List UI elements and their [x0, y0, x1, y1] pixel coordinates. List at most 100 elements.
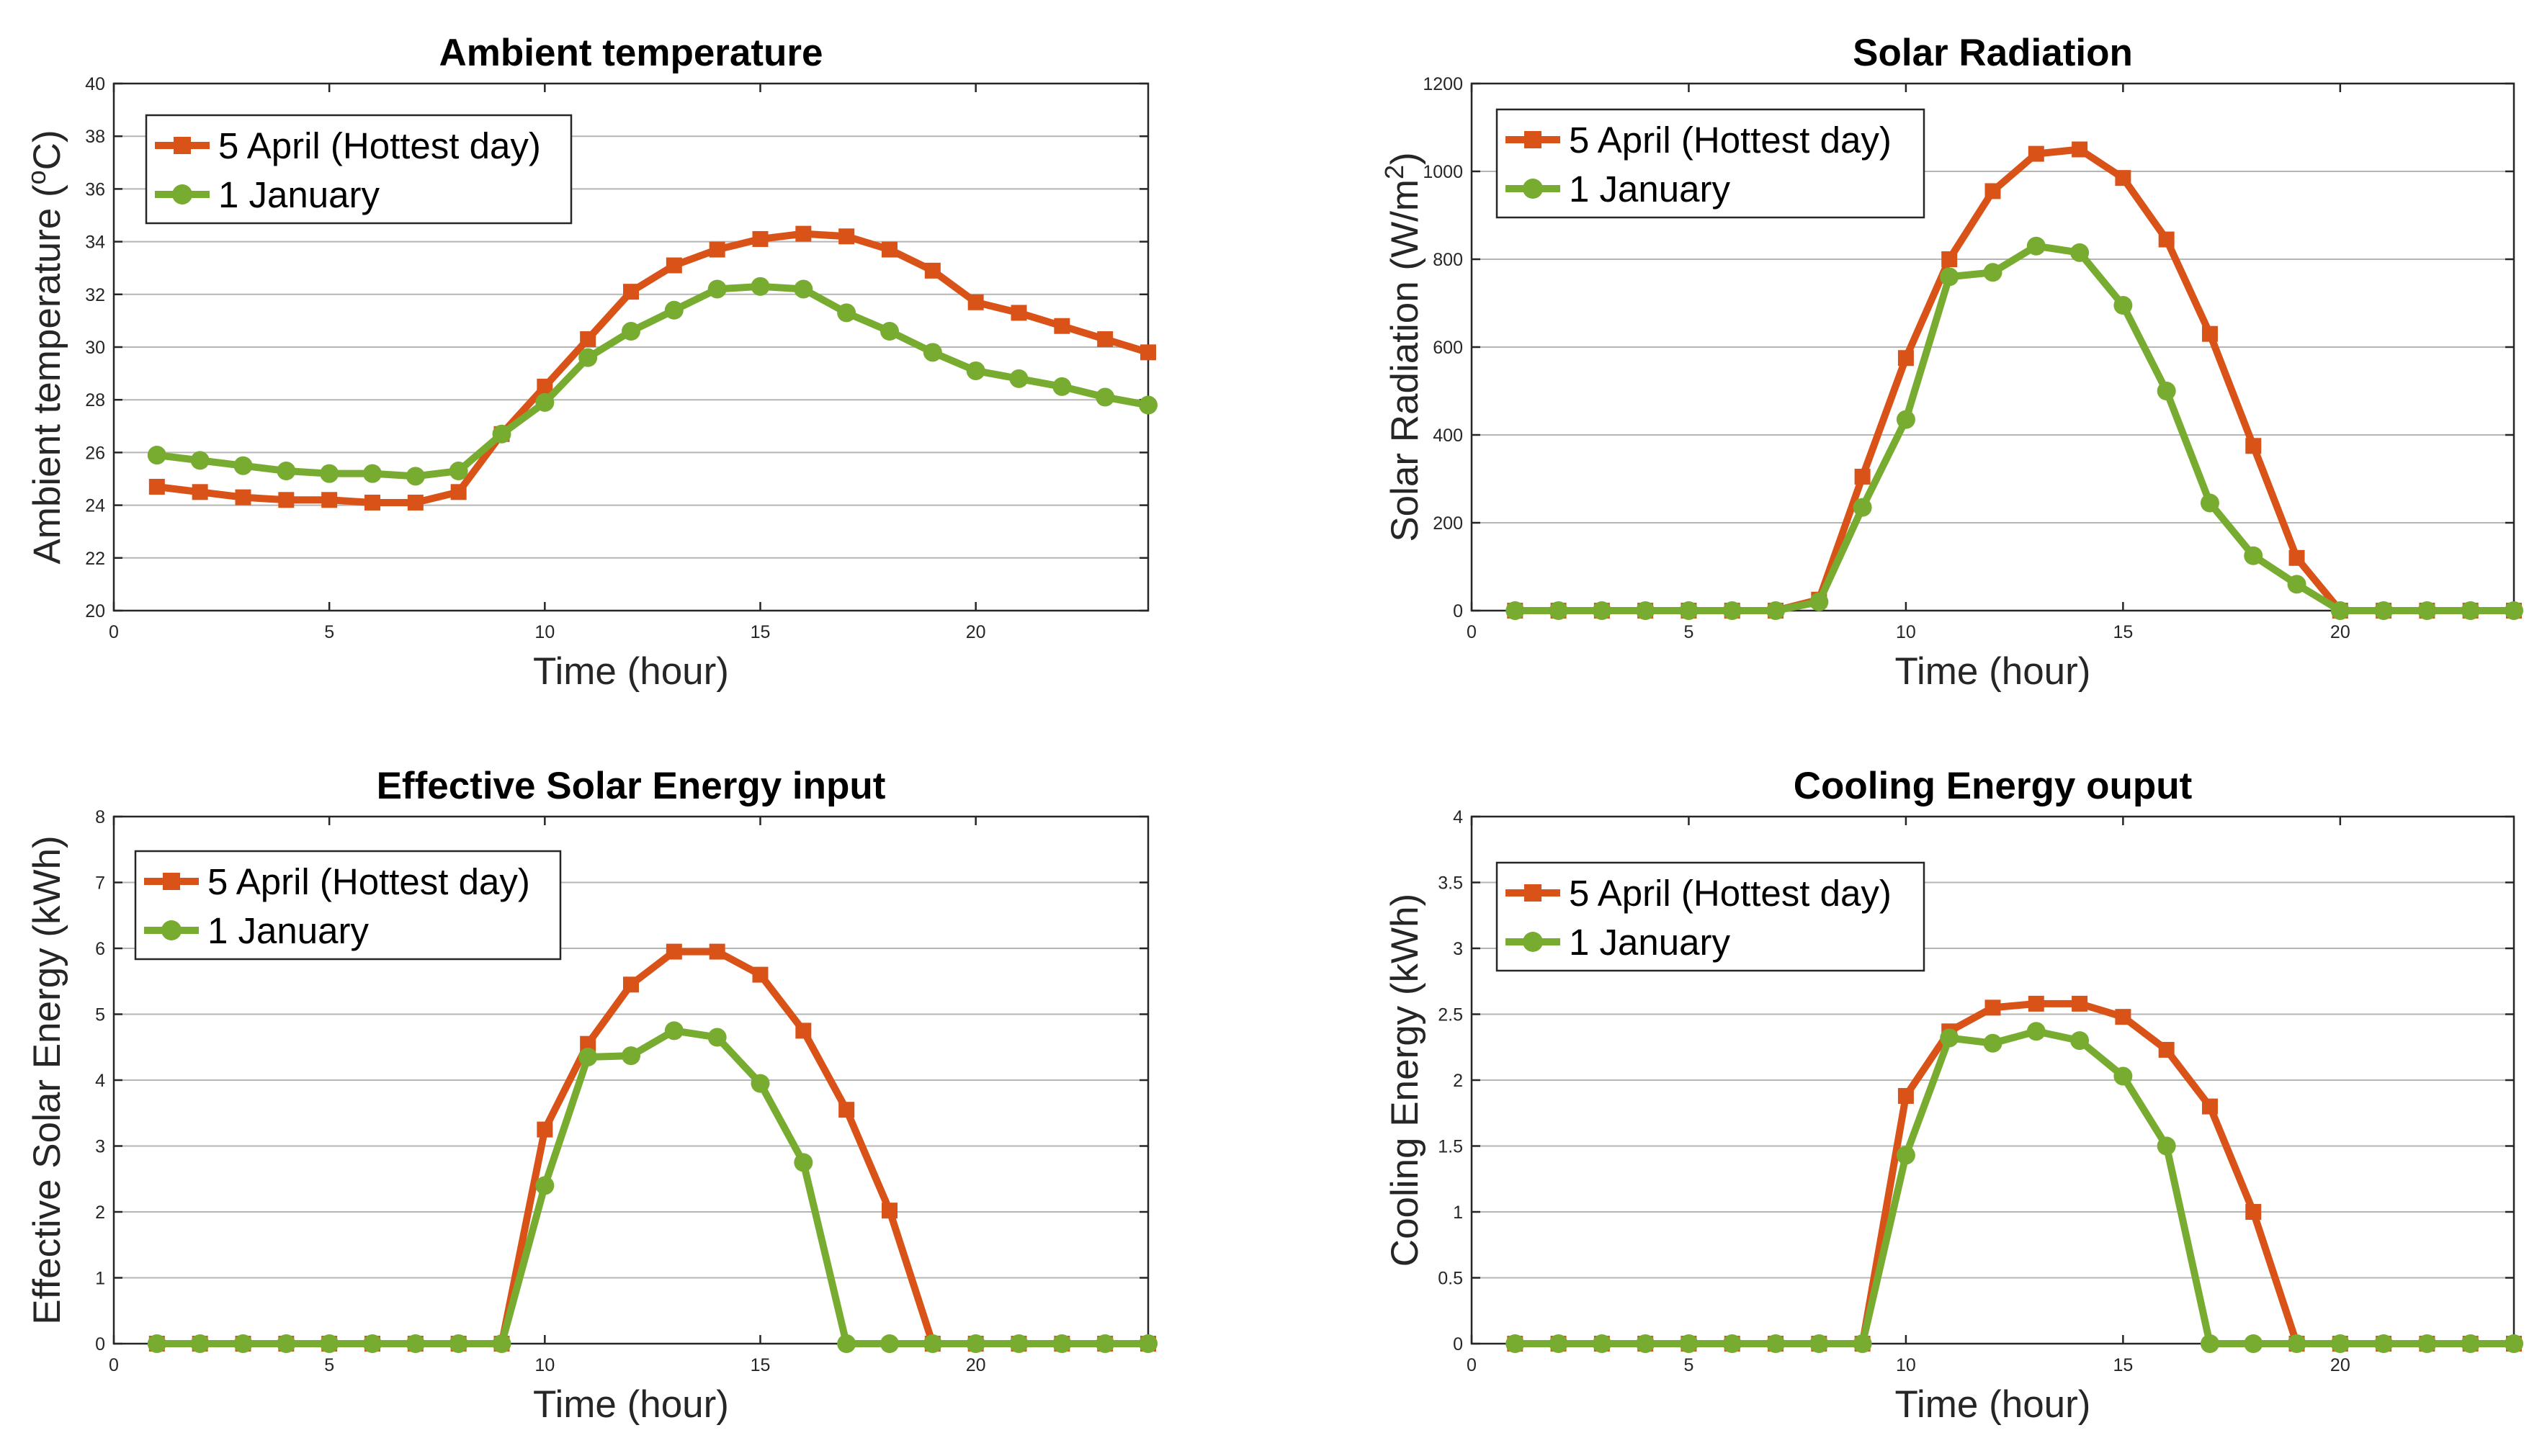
data-point-circle	[2244, 1334, 2263, 1353]
data-point-square	[2288, 549, 2305, 566]
x-tick-label: 0	[1467, 622, 1477, 642]
data-point-circle	[622, 322, 640, 341]
y-tick-label: 32	[85, 285, 105, 305]
data-point-square	[2245, 1204, 2262, 1220]
legend-box	[1495, 861, 1925, 972]
data-point-circle	[1722, 601, 1742, 620]
data-point-circle	[147, 1334, 166, 1353]
data-point-circle	[1896, 1146, 1915, 1165]
data-point-circle	[449, 1334, 468, 1353]
data-point-square	[2028, 145, 2044, 162]
data-point-circle	[320, 464, 339, 483]
data-point-circle	[923, 1334, 942, 1353]
x-tick-label: 15	[751, 622, 771, 642]
data-point-circle	[1853, 498, 1872, 517]
data-point-circle	[1896, 410, 1915, 429]
data-point-circle	[751, 1074, 770, 1093]
data-point-square	[838, 228, 855, 245]
data-point-circle	[2330, 601, 2350, 620]
data-point-square	[1011, 305, 1027, 321]
data-point-square	[1854, 468, 1871, 485]
legend-label: 5 April (Hottest day)	[1569, 120, 1892, 161]
chart-panel-1: 20 22 24 26 28 30 32 34 36 38 40 0 5 10 15 20 Ambient te…	[22, 32, 1158, 693]
data-point-circle	[2461, 1334, 2480, 1353]
data-point-circle	[1549, 1334, 1568, 1353]
data-point-circle	[1505, 601, 1525, 620]
x-tick-label: 10	[534, 622, 555, 642]
data-point-circle	[2461, 601, 2480, 620]
data-point-circle	[1679, 601, 1699, 620]
data-point-circle	[2070, 243, 2090, 262]
data-point-square	[407, 494, 424, 511]
chart-title: Ambient temperature	[439, 32, 823, 74]
data-point-square	[1897, 1087, 1914, 1104]
data-point-circle	[190, 451, 210, 470]
data-point-square	[623, 976, 639, 993]
series-january	[147, 1021, 1158, 1353]
data-point-square	[450, 484, 467, 500]
series-january	[1505, 236, 2523, 620]
data-point-circle	[492, 424, 511, 444]
x-tick-label: 5	[324, 622, 334, 642]
y-tick-label: 38	[85, 127, 105, 147]
data-point-circle	[190, 1334, 210, 1353]
y-axis-label: Solar Radiation (W/m2)	[1379, 152, 1426, 541]
data-point-circle	[2417, 601, 2437, 620]
y-tick-label: 0.5	[1438, 1269, 1463, 1289]
data-point-circle	[1139, 1334, 1158, 1353]
x-axis-label: Time (hour)	[1895, 1383, 2091, 1426]
data-point-square	[364, 494, 380, 511]
data-point-square	[666, 257, 682, 274]
data-point-circle	[2287, 575, 2306, 594]
chart-title: Cooling Energy ouput	[1794, 765, 2193, 807]
x-tick-label: 10	[1896, 1355, 1916, 1375]
series-january	[1505, 1022, 2523, 1353]
data-point-square	[2201, 1098, 2218, 1115]
data-point-square	[580, 1035, 596, 1052]
data-point-circle	[1983, 1033, 2002, 1053]
y-tick-label: 40	[85, 74, 105, 94]
legend-marker-square	[163, 873, 180, 890]
y-tick-label: 3.5	[1438, 873, 1463, 894]
chart-title: Effective Solar Energy input	[377, 765, 886, 807]
y-tick-label: 4	[95, 1071, 105, 1091]
data-point-circle	[2200, 1334, 2219, 1353]
x-tick-label: 5	[324, 1355, 334, 1375]
data-point-circle	[664, 300, 684, 320]
y-tick-label: 400	[1433, 426, 1463, 446]
data-point-square	[882, 241, 898, 258]
data-point-circle	[2287, 1334, 2306, 1353]
data-point-square	[2028, 995, 2044, 1012]
data-point-circle	[2417, 1334, 2437, 1353]
y-axis-label: Effective Solar Energy (kWh)	[26, 835, 68, 1324]
data-point-square	[148, 478, 165, 495]
y-tick-label: 1.5	[1438, 1137, 1463, 1157]
data-point-square	[278, 492, 295, 508]
legend-box	[145, 114, 573, 225]
data-point-circle	[233, 456, 253, 475]
data-point-square	[321, 492, 338, 508]
x-tick-label: 20	[2330, 622, 2350, 642]
chart-panel-4: 0 0.5 1 1.5 2 2.5 3 3.5 4 0 5 10 15 20 Cooling Energy …	[1384, 765, 2523, 1426]
legend-label: 5 April (Hottest day)	[1569, 873, 1892, 914]
x-tick-label: 0	[109, 622, 119, 642]
x-tick-label: 5	[1684, 1355, 1694, 1375]
data-point-circle	[622, 1046, 640, 1066]
data-point-square	[838, 1102, 855, 1118]
data-point-square	[2245, 438, 2262, 454]
data-point-square	[2201, 325, 2218, 342]
data-point-circle	[1940, 267, 1959, 287]
y-tick-label: 0	[95, 1334, 105, 1354]
y-tick-label: 4	[1453, 807, 1463, 827]
x-tick-label: 15	[2113, 1355, 2133, 1375]
x-tick-label: 5	[1684, 622, 1694, 642]
data-point-circle	[1505, 1334, 1525, 1353]
data-point-circle	[1636, 601, 1655, 620]
data-point-square	[795, 225, 812, 242]
data-point-circle	[2157, 1136, 2176, 1156]
data-point-square	[2115, 170, 2131, 187]
x-tick-label: 0	[109, 1355, 119, 1375]
data-point-square	[709, 241, 725, 258]
